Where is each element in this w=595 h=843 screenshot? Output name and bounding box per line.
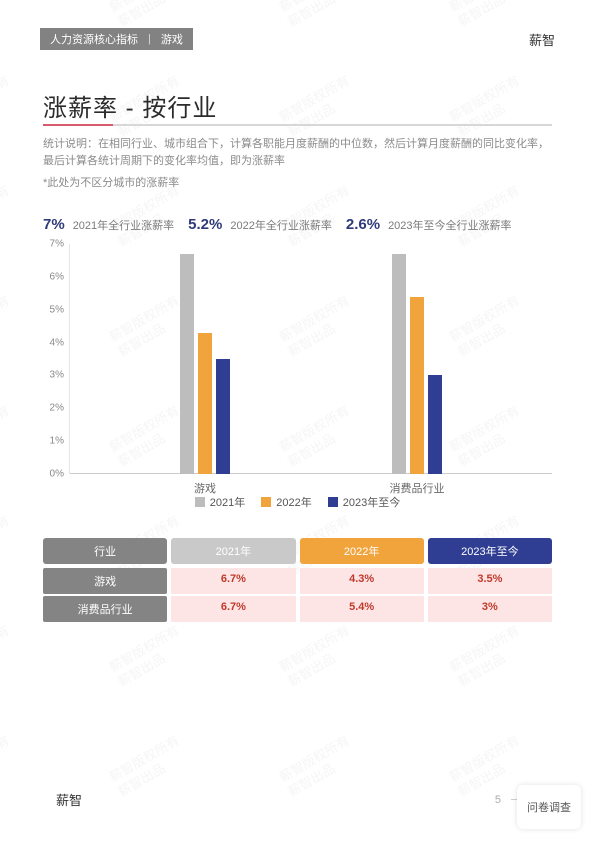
y-tick: 4% bbox=[50, 337, 70, 348]
table-header-cell: 行业 bbox=[43, 538, 167, 564]
row-name: 消费品行业 bbox=[43, 596, 167, 622]
y-tick: 5% bbox=[50, 304, 70, 315]
note: *此处为不区分城市的涨薪率 bbox=[43, 174, 179, 190]
summary-label: 2022年全行业涨薪率 bbox=[230, 217, 331, 233]
salary-table: 行业2021年2022年2023年至今 游戏6.7%4.3%3.5%消费品行业6… bbox=[43, 538, 552, 624]
title-underline bbox=[43, 124, 552, 126]
y-tick: 7% bbox=[50, 239, 70, 250]
bar bbox=[410, 297, 424, 474]
y-tick: 2% bbox=[50, 403, 70, 414]
legend-item: 2021年 bbox=[195, 494, 245, 510]
bar bbox=[216, 359, 230, 474]
row-value: 4.3% bbox=[300, 568, 424, 594]
description: 统计说明：在相同行业、城市组合下，计算各职能月度薪酬的中位数，然后计算月度薪酬的… bbox=[43, 136, 552, 170]
bar bbox=[180, 254, 194, 474]
brand-top: 薪智 bbox=[529, 30, 555, 49]
summary-value: 2.6% bbox=[346, 216, 380, 233]
page-title: 涨薪率 - 按行业 bbox=[43, 88, 217, 123]
bar bbox=[198, 333, 212, 474]
bar-group: 消费品行业 bbox=[387, 244, 447, 474]
row-value: 3% bbox=[428, 596, 552, 622]
summary-label: 2023年至今全行业涨薪率 bbox=[388, 217, 511, 233]
footer-page: 5 bbox=[495, 794, 501, 806]
table-row: 游戏6.7%4.3%3.5% bbox=[43, 568, 552, 594]
y-tick: 3% bbox=[50, 370, 70, 381]
y-tick: 6% bbox=[50, 271, 70, 282]
chart-plot-area: 0%1%2%3%4%5%6%7%游戏消费品行业 bbox=[69, 244, 552, 474]
summary-label: 2021年全行业涨薪率 bbox=[73, 217, 174, 233]
bar-group: 游戏 bbox=[175, 244, 235, 474]
table-header-cell: 2023年至今 bbox=[428, 538, 552, 564]
survey-button[interactable]: 问卷调查 bbox=[517, 785, 581, 829]
row-value: 3.5% bbox=[428, 568, 552, 594]
y-tick: 0% bbox=[50, 469, 70, 480]
table-body: 游戏6.7%4.3%3.5%消费品行业6.7%5.4%3% bbox=[43, 568, 552, 622]
bar bbox=[392, 254, 406, 474]
chart-legend: 2021年 2022年 2023年至今 bbox=[43, 494, 552, 510]
summary-row: 7% 2021年全行业涨薪率 5.2% 2022年全行业涨薪率 2.6% 2023年至今全… bbox=[43, 216, 552, 233]
header-bar: 人力资源核心指标 | 游戏 bbox=[40, 28, 193, 50]
page-footer: 薪智 5 bbox=[0, 790, 595, 809]
legend-item: 2023年至今 bbox=[328, 494, 400, 510]
table-header: 行业2021年2022年2023年至今 bbox=[43, 538, 552, 564]
legend-item: 2022年 bbox=[261, 494, 311, 510]
salary-chart: 0%1%2%3%4%5%6%7%游戏消费品行业 2021年2022年2023年至… bbox=[43, 244, 552, 514]
header-section: 人力资源核心指标 bbox=[50, 31, 138, 47]
table-header-cell: 2022年 bbox=[300, 538, 424, 564]
y-tick: 1% bbox=[50, 436, 70, 447]
header-sep: | bbox=[148, 33, 151, 45]
summary-value: 5.2% bbox=[188, 216, 222, 233]
legend-swatch bbox=[328, 497, 338, 507]
footer-brand: 薪智 bbox=[56, 790, 82, 809]
row-value: 6.7% bbox=[171, 568, 295, 594]
legend-swatch bbox=[195, 497, 205, 507]
table-row: 消费品行业6.7%5.4%3% bbox=[43, 596, 552, 622]
row-value: 5.4% bbox=[300, 596, 424, 622]
summary-value: 7% bbox=[43, 216, 65, 233]
row-value: 6.7% bbox=[171, 596, 295, 622]
bar bbox=[428, 375, 442, 474]
legend-swatch bbox=[261, 497, 271, 507]
table-header-cell: 2021年 bbox=[171, 538, 295, 564]
header-sub: 游戏 bbox=[161, 31, 183, 47]
row-name: 游戏 bbox=[43, 568, 167, 594]
